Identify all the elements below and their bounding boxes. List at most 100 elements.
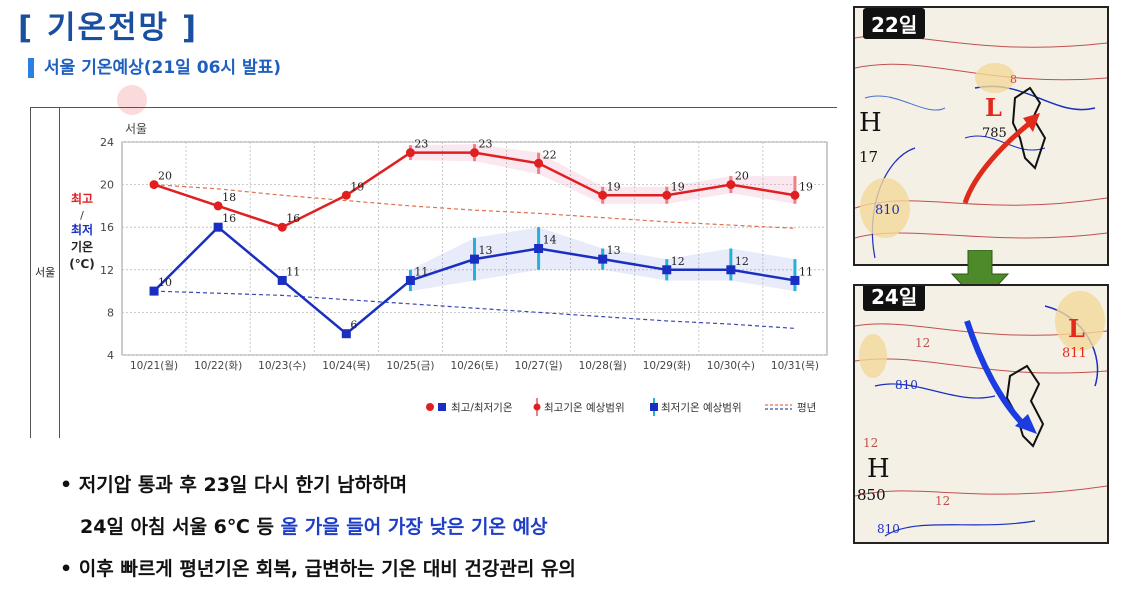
max-temp-point bbox=[277, 222, 287, 232]
max-temp-point bbox=[534, 158, 544, 168]
map-24-contour-3: 12 bbox=[863, 436, 879, 450]
max-temp-point bbox=[405, 148, 415, 158]
max-temp-label: 19 bbox=[350, 180, 364, 193]
min-temp-point bbox=[470, 254, 479, 264]
weather-map-24: 24일 H 850 L 811 810 12 12 12 810 bbox=[853, 284, 1109, 544]
map-22-high: H bbox=[859, 108, 882, 138]
max-temp-label: 22 bbox=[543, 148, 557, 161]
x-tick-label: 10/23(수) bbox=[258, 360, 306, 372]
chart-frame: 서울 bbox=[30, 107, 837, 438]
min-temp-label: 6 bbox=[350, 319, 357, 332]
max-temp-label: 16 bbox=[286, 212, 300, 225]
bullet-1-cont: 24일 아침 서울 6℃ 등 올 가을 들어 가장 낮은 기온 예상 bbox=[80, 512, 548, 539]
legend-obs-max-marker bbox=[426, 403, 434, 411]
max-temp-point bbox=[470, 148, 479, 158]
y-title-min: 최저 bbox=[71, 222, 93, 237]
x-tick-label: 10/25(금) bbox=[386, 360, 434, 372]
min-temp-label: 14 bbox=[543, 234, 557, 247]
bullet-1-highlight: 올 가을 들어 가장 낮은 기온 예상 bbox=[280, 516, 548, 538]
min-temp-point bbox=[534, 244, 544, 253]
map-24-high-value: 850 bbox=[857, 486, 886, 504]
legend-normal-label: 평년 bbox=[797, 402, 816, 414]
x-tick-label: 10/22(화) bbox=[194, 360, 242, 372]
max-temp-label: 18 bbox=[222, 191, 236, 204]
page-title: [ 기온전망 ] bbox=[18, 10, 199, 46]
y-tick-label: 12 bbox=[100, 264, 114, 277]
station-label: 서울 bbox=[125, 122, 147, 136]
map-24-label: 24일 bbox=[863, 286, 926, 311]
map-22-contour-small: 8 bbox=[1010, 73, 1017, 86]
min-temp-label: 11 bbox=[799, 265, 813, 278]
max-temp-point bbox=[149, 180, 159, 190]
normal-max-line bbox=[154, 184, 795, 229]
y-axis-title: 최고 / 최저 기온 (℃) bbox=[69, 191, 95, 271]
map-24-contour-1: 810 bbox=[895, 378, 918, 392]
x-tick-label: 10/24(목) bbox=[322, 360, 370, 372]
y-title-sep: / bbox=[80, 209, 84, 222]
legend-obs-min-marker bbox=[438, 403, 446, 411]
x-tick-label: 10/30(수) bbox=[707, 360, 755, 372]
map-22-low-value: 785 bbox=[982, 126, 1007, 141]
weather-map-22: 22일 H 17 L 785 810 8 bbox=[853, 6, 1109, 266]
y-tick-label: 16 bbox=[100, 221, 114, 234]
legend-min-range-label: 최저기온 예상범위 bbox=[661, 401, 742, 414]
max-temp-point bbox=[598, 190, 608, 200]
min-temp-point bbox=[662, 265, 672, 275]
x-tick-label: 10/26(토) bbox=[450, 360, 498, 372]
max-temp-label: 20 bbox=[735, 170, 749, 183]
map-24-contour-4: 12 bbox=[935, 494, 951, 508]
x-tick-label: 10/29(화) bbox=[643, 360, 691, 372]
min-temp-point bbox=[213, 222, 223, 232]
max-temp-point bbox=[662, 190, 672, 200]
bullet-1-cont-text: 24일 아침 서울 6℃ 등 bbox=[80, 516, 281, 538]
x-tick-label: 10/28(월) bbox=[579, 360, 627, 372]
map-24-contour-2: 12 bbox=[915, 336, 931, 350]
map-24-contour-5: 810 bbox=[877, 522, 900, 536]
bullet-2: • 이후 빠르게 평년기온 회복, 급변하는 기온 대비 건강관리 유의 bbox=[60, 558, 576, 580]
y-tick-label: 8 bbox=[107, 306, 114, 319]
x-tick-label: 10/31(목) bbox=[771, 360, 819, 372]
x-tick-label: 10/21(월) bbox=[130, 360, 178, 372]
min-temp-point bbox=[277, 275, 287, 285]
legend-max-range-label: 최고기온 예상범위 bbox=[544, 401, 625, 414]
y-title-temp: 기온 bbox=[71, 239, 93, 254]
min-temp-label: 13 bbox=[607, 244, 621, 257]
max-temp-point bbox=[790, 190, 800, 200]
weather-map-22-drawing bbox=[855, 35, 1107, 259]
y-tick-label: 20 bbox=[100, 179, 114, 192]
min-temp-label: 10 bbox=[158, 276, 172, 289]
weather-map-24-drawing bbox=[855, 291, 1107, 537]
x-tick-label: 10/27(일) bbox=[515, 359, 563, 372]
chart-subtitle: 서울 기온예상(21일 06시 발표) bbox=[28, 58, 281, 78]
legend-min-range-marker bbox=[650, 403, 658, 411]
min-temp-label: 11 bbox=[286, 265, 300, 278]
min-temp-point bbox=[790, 275, 800, 285]
y-tick-label: 4 bbox=[107, 349, 114, 362]
map-22-contour: 810 bbox=[875, 203, 900, 218]
max-temp-label: 19 bbox=[671, 180, 685, 193]
normal-min-line bbox=[154, 290, 795, 329]
map-24-low-value: 811 bbox=[1062, 346, 1087, 361]
min-temp-label: 13 bbox=[479, 244, 493, 257]
map-22-high-value: 17 bbox=[859, 148, 879, 166]
y-tick-label: 24 bbox=[100, 136, 114, 149]
min-temp-label: 12 bbox=[671, 255, 685, 268]
map-24-low: L bbox=[1068, 314, 1085, 343]
max-temp-label: 19 bbox=[799, 180, 813, 193]
max-temp-point bbox=[341, 190, 351, 200]
max-temp-label: 19 bbox=[607, 180, 621, 193]
map-22-label: 22일 bbox=[863, 8, 926, 39]
map-24-high: H bbox=[867, 454, 890, 484]
max-temp-label: 20 bbox=[158, 170, 172, 183]
max-temp-point bbox=[213, 201, 223, 211]
max-temp-point bbox=[726, 180, 736, 190]
y-title-unit: (℃) bbox=[69, 257, 95, 271]
bullet-1: • 저기압 통과 후 23일 다시 한기 남하하며 bbox=[60, 474, 408, 496]
row-label: 서울 bbox=[35, 266, 56, 279]
min-temp-label: 16 bbox=[222, 212, 236, 225]
min-temp-label: 12 bbox=[735, 255, 749, 268]
min-temp-point bbox=[149, 286, 159, 296]
y-title-max: 최고 bbox=[71, 191, 93, 206]
legend-max-range-marker bbox=[533, 403, 541, 411]
max-temp-label: 23 bbox=[479, 138, 493, 151]
